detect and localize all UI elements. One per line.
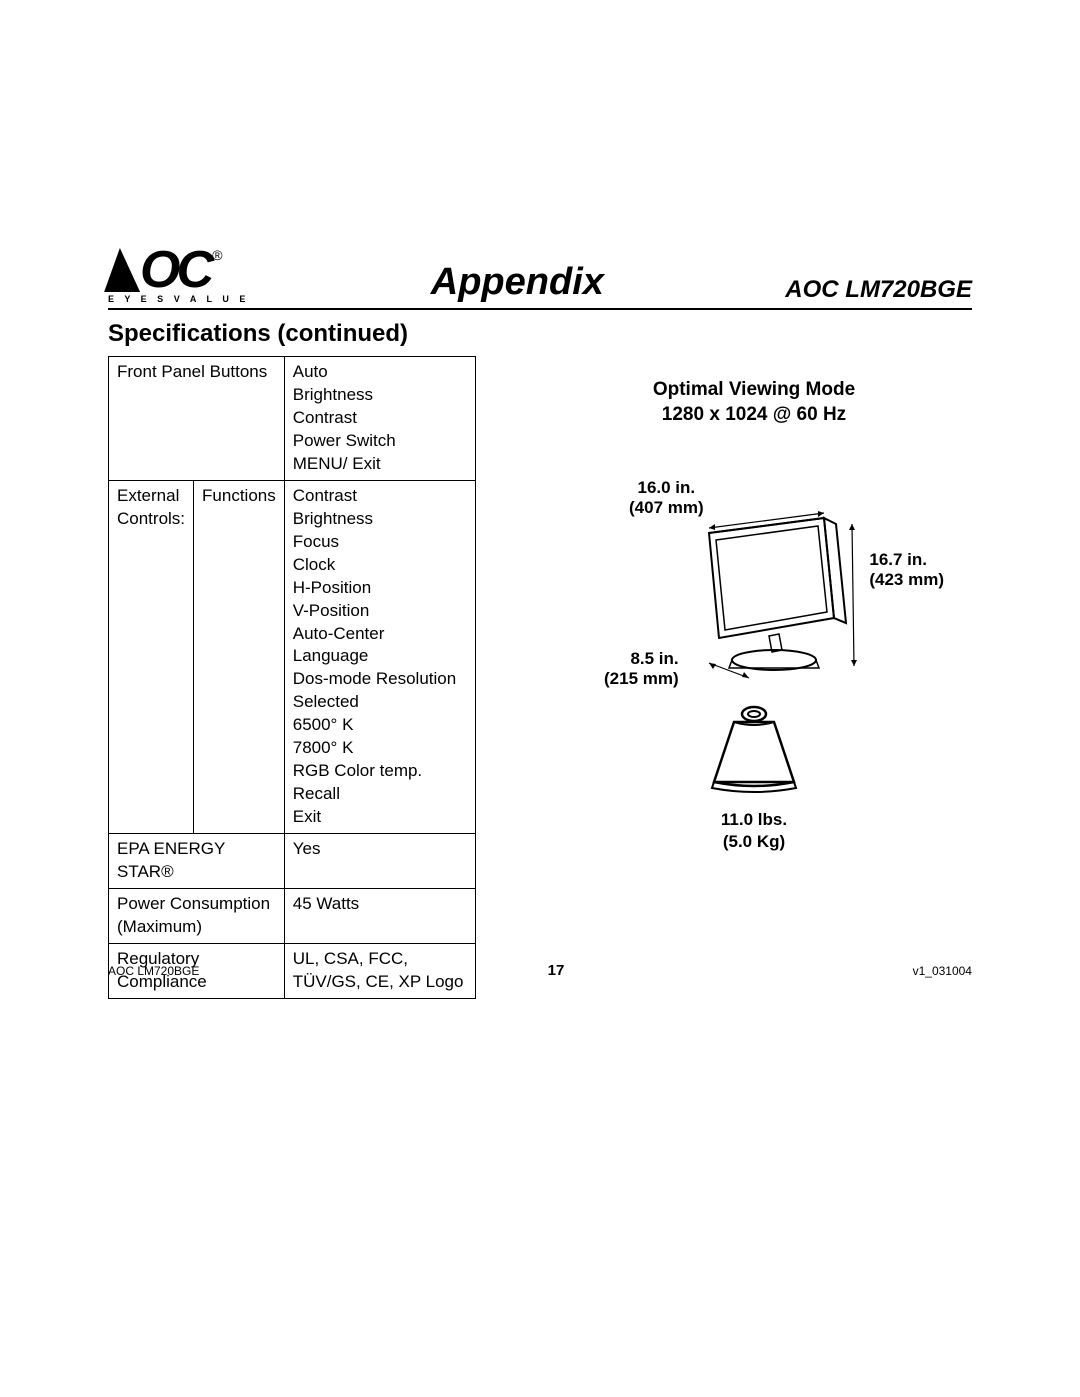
weight-lbs: 11.0 lbs. <box>536 809 972 831</box>
spec-value: 45 Watts <box>284 888 475 943</box>
table-row: EPA ENERGY STAR®Yes <box>109 833 476 888</box>
weight-diagram: 11.0 lbs. (5.0 Kg) <box>536 698 972 853</box>
dim-height-in: 16.7 in. <box>869 550 944 570</box>
spec-value: Auto Brightness Contrast Power Switch ME… <box>284 357 475 481</box>
spec-label-a: External Controls: <box>109 480 194 833</box>
section-name: Appendix <box>431 261 604 304</box>
page-number: 17 <box>548 962 565 979</box>
page-subtitle: Specifications (continued) <box>108 320 972 348</box>
monitor-diagram: 16.0 in. (407 mm) 16.7 in. (423 mm) 8.5 … <box>574 478 934 698</box>
brand-tagline: E Y E S V A L U E <box>108 294 249 304</box>
dim-depth-mm: (215 mm) <box>604 669 679 689</box>
table-row: Front Panel ButtonsAuto Brightness Contr… <box>109 357 476 481</box>
diagram-column: Optimal Viewing Mode 1280 x 1024 @ 60 Hz… <box>516 356 972 998</box>
spec-table: Front Panel ButtonsAuto Brightness Contr… <box>108 356 476 998</box>
table-row: External Controls:FunctionsContrast Brig… <box>109 480 476 833</box>
spec-label-b: Functions <box>194 480 285 833</box>
spec-label: Power Consumption (Maximum) <box>109 888 285 943</box>
dim-width-in: 16.0 in. <box>629 478 704 498</box>
weight-icon <box>694 698 814 798</box>
model-number: AOC LM720BGE <box>785 276 972 304</box>
dim-depth-in: 8.5 in. <box>604 649 679 669</box>
spec-label: Front Panel Buttons <box>109 357 285 481</box>
weight-kg: (5.0 Kg) <box>536 831 972 853</box>
spec-label: EPA ENERGY STAR® <box>109 833 285 888</box>
dim-width-mm: (407 mm) <box>629 498 704 518</box>
logo-letters: OC <box>140 248 210 292</box>
page-footer: AOC LM720BGE 17 v1_031004 <box>108 962 972 979</box>
spec-value: Yes <box>284 833 475 888</box>
dim-height-mm: (423 mm) <box>869 570 944 590</box>
optimal-value: 1280 x 1024 @ 60 Hz <box>536 403 972 428</box>
optimal-title: Optimal Viewing Mode <box>536 378 972 403</box>
footer-left: AOC LM720BGE <box>108 964 199 978</box>
footer-right: v1_031004 <box>913 964 972 978</box>
registered-mark: ® <box>212 250 218 262</box>
page-header: OC ® E Y E S V A L U E Appendix AOC LM72… <box>108 248 972 310</box>
brand-logo: OC ® E Y E S V A L U E <box>108 248 249 304</box>
table-row: Power Consumption (Maximum)45 Watts <box>109 888 476 943</box>
spec-value: Contrast Brightness Focus Clock H-Positi… <box>284 480 475 833</box>
